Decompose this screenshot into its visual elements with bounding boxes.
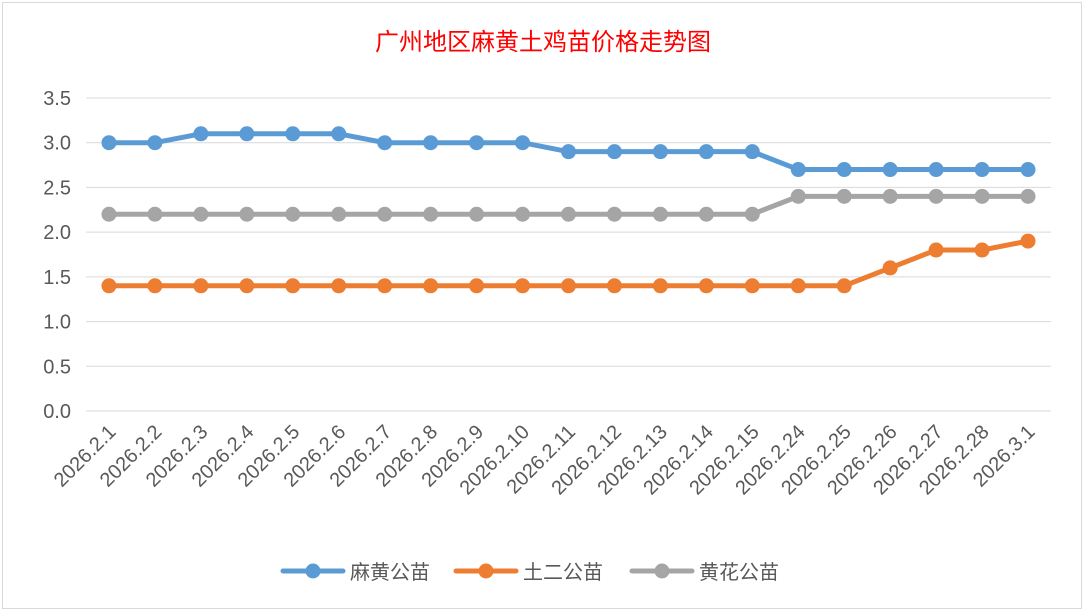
y-tick-label: 0.0 — [43, 401, 71, 423]
data-point — [193, 278, 209, 294]
gridlines — [86, 97, 1051, 412]
y-tick-label: 0.5 — [43, 356, 71, 378]
data-point — [101, 206, 117, 222]
data-point — [928, 162, 944, 178]
data-point — [331, 278, 347, 294]
y-tick-label: 2.0 — [43, 222, 71, 244]
data-point — [744, 144, 760, 160]
data-point — [882, 188, 898, 204]
legend-point-marker — [305, 563, 321, 579]
data-point — [561, 278, 576, 294]
legend-label: 麻黄公苗 — [350, 560, 430, 584]
legend-item[interactable]: 黄花公苗 — [629, 560, 779, 584]
series-lines — [101, 126, 1036, 294]
data-point — [1020, 233, 1036, 249]
data-point — [698, 278, 714, 294]
data-point — [974, 188, 990, 204]
data-point — [790, 162, 806, 178]
y-axis-labels: 0.0 0.5 1.0 1.5 2.0 2.5 3.0 3.5 — [43, 88, 71, 423]
data-point — [469, 135, 485, 151]
data-point — [147, 278, 163, 294]
data-point — [790, 188, 806, 204]
data-point — [377, 135, 393, 151]
data-point — [469, 278, 485, 294]
legend-point-marker — [654, 563, 670, 579]
data-point — [744, 206, 760, 222]
data-point — [836, 278, 852, 294]
legend[interactable]: 麻黄公苗 土二公苗 黄花公苗 — [280, 560, 779, 584]
data-point — [515, 206, 531, 222]
data-point — [698, 144, 714, 160]
legend-label: 土二公苗 — [523, 560, 603, 584]
data-point — [193, 126, 209, 142]
data-point — [974, 242, 990, 258]
data-point — [882, 162, 898, 178]
data-point — [698, 206, 714, 222]
data-point — [377, 278, 393, 294]
data-point — [101, 135, 117, 151]
chart-title: 广州地区麻黄土鸡苗价格走势图 — [375, 28, 711, 56]
data-point — [561, 144, 576, 160]
data-point — [652, 278, 668, 294]
data-point — [423, 278, 439, 294]
data-point — [974, 162, 990, 178]
legend-item[interactable]: 麻黄公苗 — [280, 560, 430, 584]
legend-point-marker — [478, 563, 494, 579]
data-point — [836, 188, 852, 204]
data-point — [331, 206, 347, 222]
data-point — [1020, 188, 1036, 204]
data-point — [423, 206, 439, 222]
series-1 — [101, 126, 1036, 178]
data-point — [377, 206, 393, 222]
data-point — [239, 278, 255, 294]
data-point — [606, 278, 622, 294]
data-point — [285, 278, 301, 294]
data-point — [469, 206, 485, 222]
data-point — [147, 135, 163, 151]
y-tick-label: 3.0 — [43, 133, 71, 155]
data-point — [561, 206, 576, 222]
data-point — [515, 278, 531, 294]
data-point — [515, 135, 531, 151]
data-point — [744, 278, 760, 294]
data-point — [239, 126, 255, 142]
data-point — [101, 278, 117, 294]
data-point — [652, 206, 668, 222]
data-point — [285, 126, 301, 142]
data-point — [239, 206, 255, 222]
data-point — [928, 242, 944, 258]
y-tick-label: 1.5 — [43, 267, 71, 289]
x-axis-labels: 2026.2.12026.2.22026.2.32026.2.42026.2.5… — [50, 421, 1040, 499]
data-point — [606, 144, 622, 160]
data-point — [423, 135, 439, 151]
data-point — [836, 162, 852, 178]
y-tick-label: 1.0 — [43, 312, 71, 334]
data-point — [928, 188, 944, 204]
data-point — [147, 206, 163, 222]
data-point — [652, 144, 668, 160]
data-point — [193, 206, 209, 222]
y-tick-label: 3.5 — [43, 88, 71, 110]
y-tick-label: 2.5 — [43, 177, 71, 199]
data-point — [790, 278, 806, 294]
data-point — [331, 126, 347, 142]
data-point — [1020, 162, 1036, 178]
legend-item[interactable]: 土二公苗 — [453, 560, 603, 584]
series-2 — [101, 233, 1036, 294]
data-point — [882, 260, 898, 276]
data-point — [606, 206, 622, 222]
series-3 — [101, 188, 1036, 222]
legend-label: 黄花公苗 — [699, 560, 779, 584]
data-point — [285, 206, 301, 222]
